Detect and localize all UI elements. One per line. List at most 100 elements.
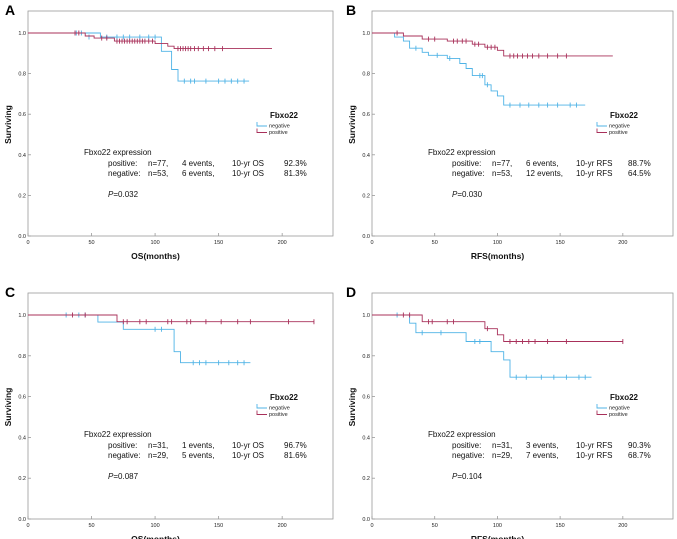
annotation-cell: 10-yr RFS: [576, 441, 612, 450]
annotation-cell: negative:: [452, 169, 484, 178]
legend-entry-negative: negative: [269, 406, 290, 412]
y-axis-label: Surviving: [347, 105, 357, 144]
legend-entry-positive: positive: [609, 412, 628, 418]
annotation-cell: 10-yr RFS: [576, 169, 612, 178]
annotation-cell: n=77,: [492, 159, 512, 168]
panel-b: B 0.0 0.2 0.4 0.6 0.8 1.0 0 50 100 150 200 RFS(month…: [346, 2, 674, 261]
legend-title: Fbxo22: [270, 393, 299, 402]
plot-frame: [371, 292, 674, 520]
x-tick-label: 100: [493, 240, 502, 246]
y-tick-label: 1.0: [362, 313, 370, 319]
panel-c: C 0.0 0.2 0.4 0.6 0.8 1.0 0 50 100 150 200 OS(months…: [3, 284, 334, 539]
x-tick-label: 50: [88, 523, 94, 529]
x-tick-label: 100: [493, 523, 502, 529]
y-tick-label: 0.4: [362, 435, 370, 441]
p-value-symbol: P: [108, 472, 114, 481]
plot-frame: [371, 10, 674, 237]
p-value-number: =0.032: [113, 190, 138, 199]
legend-title: Fbxo22: [270, 111, 299, 120]
y-tick-label: 0.6: [18, 395, 26, 401]
p-value-symbol: P: [452, 472, 458, 481]
plot-frame: [27, 10, 334, 237]
legend-swatch-negative: [256, 404, 267, 409]
y-tick-label: 1.0: [362, 31, 370, 37]
panel-d: D 0.0 0.2 0.4 0.6 0.8 1.0 0 50 100 150 200 RFS(month…: [346, 284, 674, 539]
p-value: P=0.030: [452, 190, 483, 199]
annotation-cell: 12 events,: [526, 169, 563, 178]
x-axis-label: RFS(months): [471, 534, 525, 539]
y-tick-label: 0.2: [362, 476, 370, 482]
y-tick-label: 0.0: [18, 234, 26, 240]
annotation-heading: Fbxo22 expression: [428, 148, 496, 157]
annotation-cell: positive:: [452, 441, 481, 450]
legend-title: Fbxo22: [610, 111, 639, 120]
p-value-number: =0.030: [457, 190, 482, 199]
annotation-cell: negative:: [108, 169, 140, 178]
legend-entry-negative: negative: [269, 124, 290, 130]
annotation-cell: 81.6%: [284, 451, 307, 460]
x-tick-label: 200: [618, 523, 627, 529]
annotation-cell: 5 events,: [182, 451, 214, 460]
y-tick-label: 0.4: [18, 153, 26, 159]
y-tick-label: 0.8: [362, 354, 370, 360]
annotation-cell: n=29,: [148, 451, 168, 460]
annotation-cell: 10-yr RFS: [576, 159, 612, 168]
annotation-cell: 90.3%: [628, 441, 651, 450]
km-curve-negative: [28, 314, 251, 364]
annotation-cell: 96.7%: [284, 441, 307, 450]
y-tick-label: 0.0: [362, 517, 370, 523]
x-tick-label: 200: [278, 523, 287, 529]
y-tick-label: 1.0: [18, 31, 26, 37]
legend-title: Fbxo22: [610, 393, 639, 402]
annotation-cell: negative:: [108, 451, 140, 460]
x-tick-label: 150: [214, 240, 223, 246]
annotation-cell: 10-yr RFS: [576, 451, 612, 460]
annotation-cell: n=77,: [148, 159, 168, 168]
annotation-cell: 88.7%: [628, 159, 651, 168]
legend-swatch-positive: [256, 128, 267, 133]
legend-entry-positive: positive: [269, 130, 288, 136]
km-curve-positive: [28, 314, 314, 323]
annotation-heading: Fbxo22 expression: [84, 148, 152, 157]
km-curve-negative: [372, 32, 586, 106]
legend-swatch-positive: [596, 128, 607, 133]
legend-entry-positive: positive: [609, 130, 628, 136]
annotation-cell: 10-yr OS: [232, 169, 264, 178]
legend-swatch-positive: [596, 410, 607, 415]
y-tick-label: 0.8: [362, 72, 370, 78]
km-curve-negative: [372, 314, 592, 378]
annotation-cell: 3 events,: [526, 441, 558, 450]
x-tick-label: 50: [88, 240, 94, 246]
y-tick-label: 0.8: [18, 354, 26, 360]
panel-label: B: [346, 2, 356, 18]
p-value: P=0.032: [108, 190, 139, 199]
panel-label: C: [5, 284, 15, 300]
annotation-cell: 1 events,: [182, 441, 214, 450]
annotation-cell: 92.3%: [284, 159, 307, 168]
x-axis-label: OS(months): [131, 534, 180, 539]
x-tick-label: 50: [432, 240, 438, 246]
y-tick-label: 0.6: [18, 112, 26, 118]
annotation-cell: negative:: [452, 451, 484, 460]
y-tick-label: 0.6: [362, 112, 370, 118]
km-curve-positive: [28, 32, 272, 50]
x-tick-label: 150: [556, 523, 565, 529]
y-tick-label: 0.0: [18, 517, 26, 523]
legend-swatch-negative: [256, 122, 267, 127]
y-tick-label: 0.6: [362, 395, 370, 401]
legend-entry-positive: positive: [269, 412, 288, 418]
y-tick-label: 0.2: [362, 193, 370, 199]
y-axis-label: Surviving: [3, 105, 13, 144]
x-tick-label: 200: [618, 240, 627, 246]
y-tick-label: 0.4: [362, 153, 370, 159]
annotation-cell: positive:: [452, 159, 481, 168]
y-tick-label: 1.0: [18, 313, 26, 319]
y-tick-label: 0.2: [18, 476, 26, 482]
x-tick-label: 0: [370, 523, 373, 529]
annotation-cell: n=29,: [492, 451, 512, 460]
panel-a: A 0.0 0.2 0.4 0.6 0.8 1.0 0 50 100 150 200 OS(months…: [3, 2, 334, 261]
annotation-cell: 6 events,: [182, 169, 214, 178]
km-curve-negative: [28, 32, 250, 82]
p-value: P=0.104: [452, 472, 483, 481]
